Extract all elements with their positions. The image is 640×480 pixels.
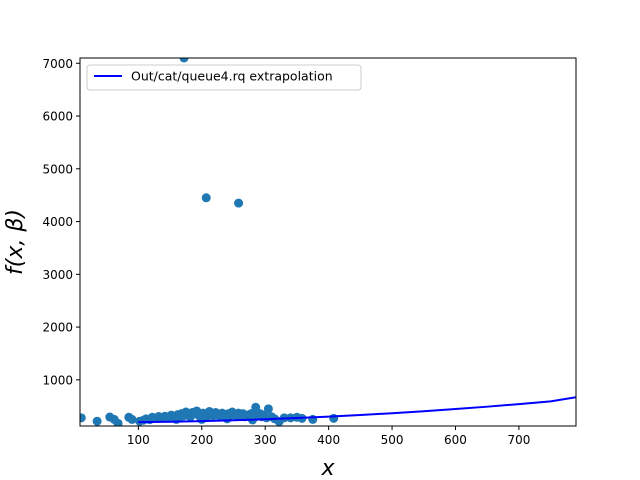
data-marks [80,58,576,426]
y-tick-label: 1000 [42,373,73,387]
x-tick-label: 400 [317,433,340,447]
y-tick-label: 6000 [42,110,73,124]
data-point [197,414,207,424]
data-point [127,414,137,424]
y-axis: 1000 2000 3000 4000 5000 6000 7000 [42,57,80,387]
x-tick-label: 600 [444,433,467,447]
y-tick-label: 2000 [42,321,73,335]
plot-frame [79,57,577,427]
data-point [251,402,261,412]
y-tick-label: 3000 [42,268,73,282]
x-axis-title: x [320,456,335,480]
x-tick-label: 100 [127,433,150,447]
extrapolation-line [138,396,576,424]
data-point [80,413,86,423]
data-point [234,198,244,208]
legend-label: Out/cat/queue4.rq extrapolation [131,69,333,84]
data-point [222,414,232,424]
data-point [92,416,102,426]
x-axis: 100 200 300 400 500 600 700 [127,426,530,447]
data-point [179,58,189,63]
plot-area [80,58,576,426]
data-point [201,193,211,203]
data-point [263,404,273,414]
x-tick-label: 300 [254,433,277,447]
legend: Out/cat/queue4.rq extrapolation [86,64,362,91]
x-tick-label: 200 [190,433,213,447]
data-point [113,418,123,426]
legend-box [86,64,362,91]
y-tick-label: 7000 [42,57,73,71]
y-tick-label: 4000 [42,215,73,229]
y-tick-label: 5000 [42,162,73,176]
y-axis-title: f(x, β) [3,209,28,275]
x-tick-label: 500 [381,433,404,447]
x-tick-label: 700 [507,433,530,447]
